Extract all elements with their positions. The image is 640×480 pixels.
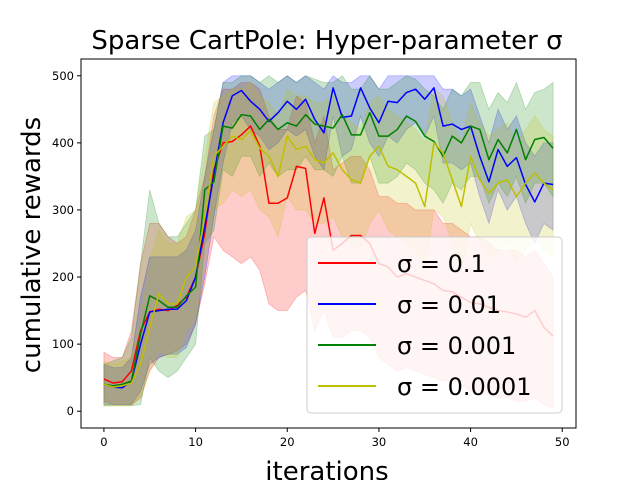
y-axis: 0 100 200 300 400 500	[52, 69, 81, 418]
y-tick-label: 400	[52, 136, 74, 150]
series-line-2	[103, 87, 554, 389]
x-tick-label: 30	[372, 435, 387, 449]
legend-label-1: σ = 0.1	[397, 250, 486, 278]
series-line-4	[103, 130, 554, 388]
legend-label-4: σ = 0.0001	[397, 373, 532, 401]
series-line-3	[103, 111, 554, 387]
x-tick-label: 20	[280, 435, 295, 449]
x-tick-label: 50	[555, 435, 570, 449]
plot-area-frame	[80, 58, 577, 429]
legend-box	[306, 236, 563, 414]
y-tick-label: 500	[52, 69, 74, 83]
x-tick-label: 10	[188, 435, 203, 449]
legend-label-2: σ = 0.01	[397, 291, 501, 319]
series-lines	[103, 87, 554, 389]
x-axis-label: iterations	[265, 457, 388, 480]
y-axis-label: cumulative rewards	[17, 117, 47, 373]
legend: σ = 0.1 σ = 0.01 σ = 0.001 σ = 0.0001	[306, 236, 563, 414]
y-tick-label: 100	[52, 337, 74, 351]
x-tick-label: 0	[100, 435, 107, 449]
legend-label-3: σ = 0.001	[397, 332, 516, 360]
y-tick-label: 200	[52, 270, 74, 284]
y-tick-label: 300	[52, 203, 74, 217]
x-axis: 0 10 20 30 40 50	[100, 428, 570, 449]
chart-title: Sparse CartPole: Hyper-parameter σ	[91, 26, 562, 56]
x-tick-label: 40	[463, 435, 478, 449]
y-tick-label: 0	[67, 404, 74, 418]
